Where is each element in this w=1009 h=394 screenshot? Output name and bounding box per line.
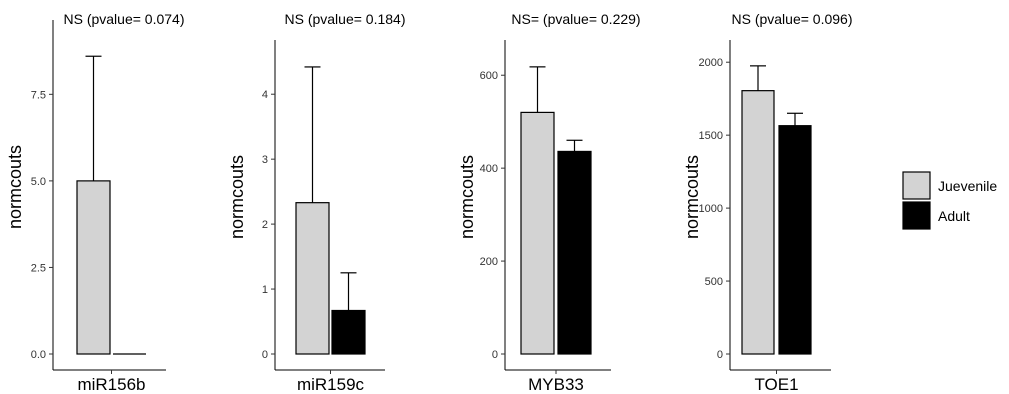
y-tick-label: 0.0: [31, 349, 46, 361]
x-category-label: miR156b: [77, 375, 145, 394]
y-tick-label: 1: [262, 284, 268, 296]
y-tick-label: 0: [492, 349, 498, 361]
panel-title: NS (pvalue= 0.074): [63, 11, 184, 27]
bar-juevenile: [76, 180, 111, 355]
y-tick-label: 2000: [699, 57, 723, 69]
y-tick-label: 7.5: [31, 89, 46, 101]
y-axis-label: normcouts: [682, 155, 702, 239]
y-tick-label: 500: [705, 276, 723, 288]
y-tick-label: 600: [480, 70, 498, 82]
y-tick-label: 5.0: [31, 176, 46, 188]
panel-title: NS= (pvalue= 0.229): [511, 11, 640, 27]
y-tick-label: 3: [262, 154, 268, 166]
y-axis-label: normcouts: [227, 155, 247, 239]
panel-title: NS (pvalue= 0.184): [284, 11, 405, 27]
legend-label-juevenile: Juevenile: [938, 178, 997, 194]
bar-adult: [778, 125, 812, 355]
y-tick-label: 0: [262, 349, 268, 361]
y-tick-label: 0: [717, 349, 723, 361]
x-category-label: TOE1: [754, 375, 798, 394]
y-tick-label: 400: [480, 163, 498, 175]
y-tick-label: 1000: [699, 203, 723, 215]
panel-title: NS (pvalue= 0.096): [731, 11, 852, 27]
y-axis-label: normcouts: [5, 145, 25, 229]
y-axis-label: normcouts: [457, 155, 477, 239]
bar-adult: [331, 309, 366, 355]
x-category-label: MYB33: [528, 375, 584, 394]
y-tick-label: 200: [480, 256, 498, 268]
bar-adult: [557, 150, 592, 355]
legend-swatch-adult: [902, 201, 931, 230]
bar-juevenile: [520, 111, 555, 355]
bar-juevenile: [741, 90, 775, 355]
legend-swatch-juevenile: [902, 171, 931, 200]
y-tick-label: 1500: [699, 130, 723, 142]
bar-juevenile: [295, 202, 330, 355]
legend-label-adult: Adult: [938, 208, 970, 224]
y-tick-label: 4: [262, 89, 268, 101]
y-tick-label: 2.5: [31, 262, 46, 274]
y-tick-label: 2: [262, 219, 268, 231]
x-category-label: miR159c: [297, 375, 365, 394]
